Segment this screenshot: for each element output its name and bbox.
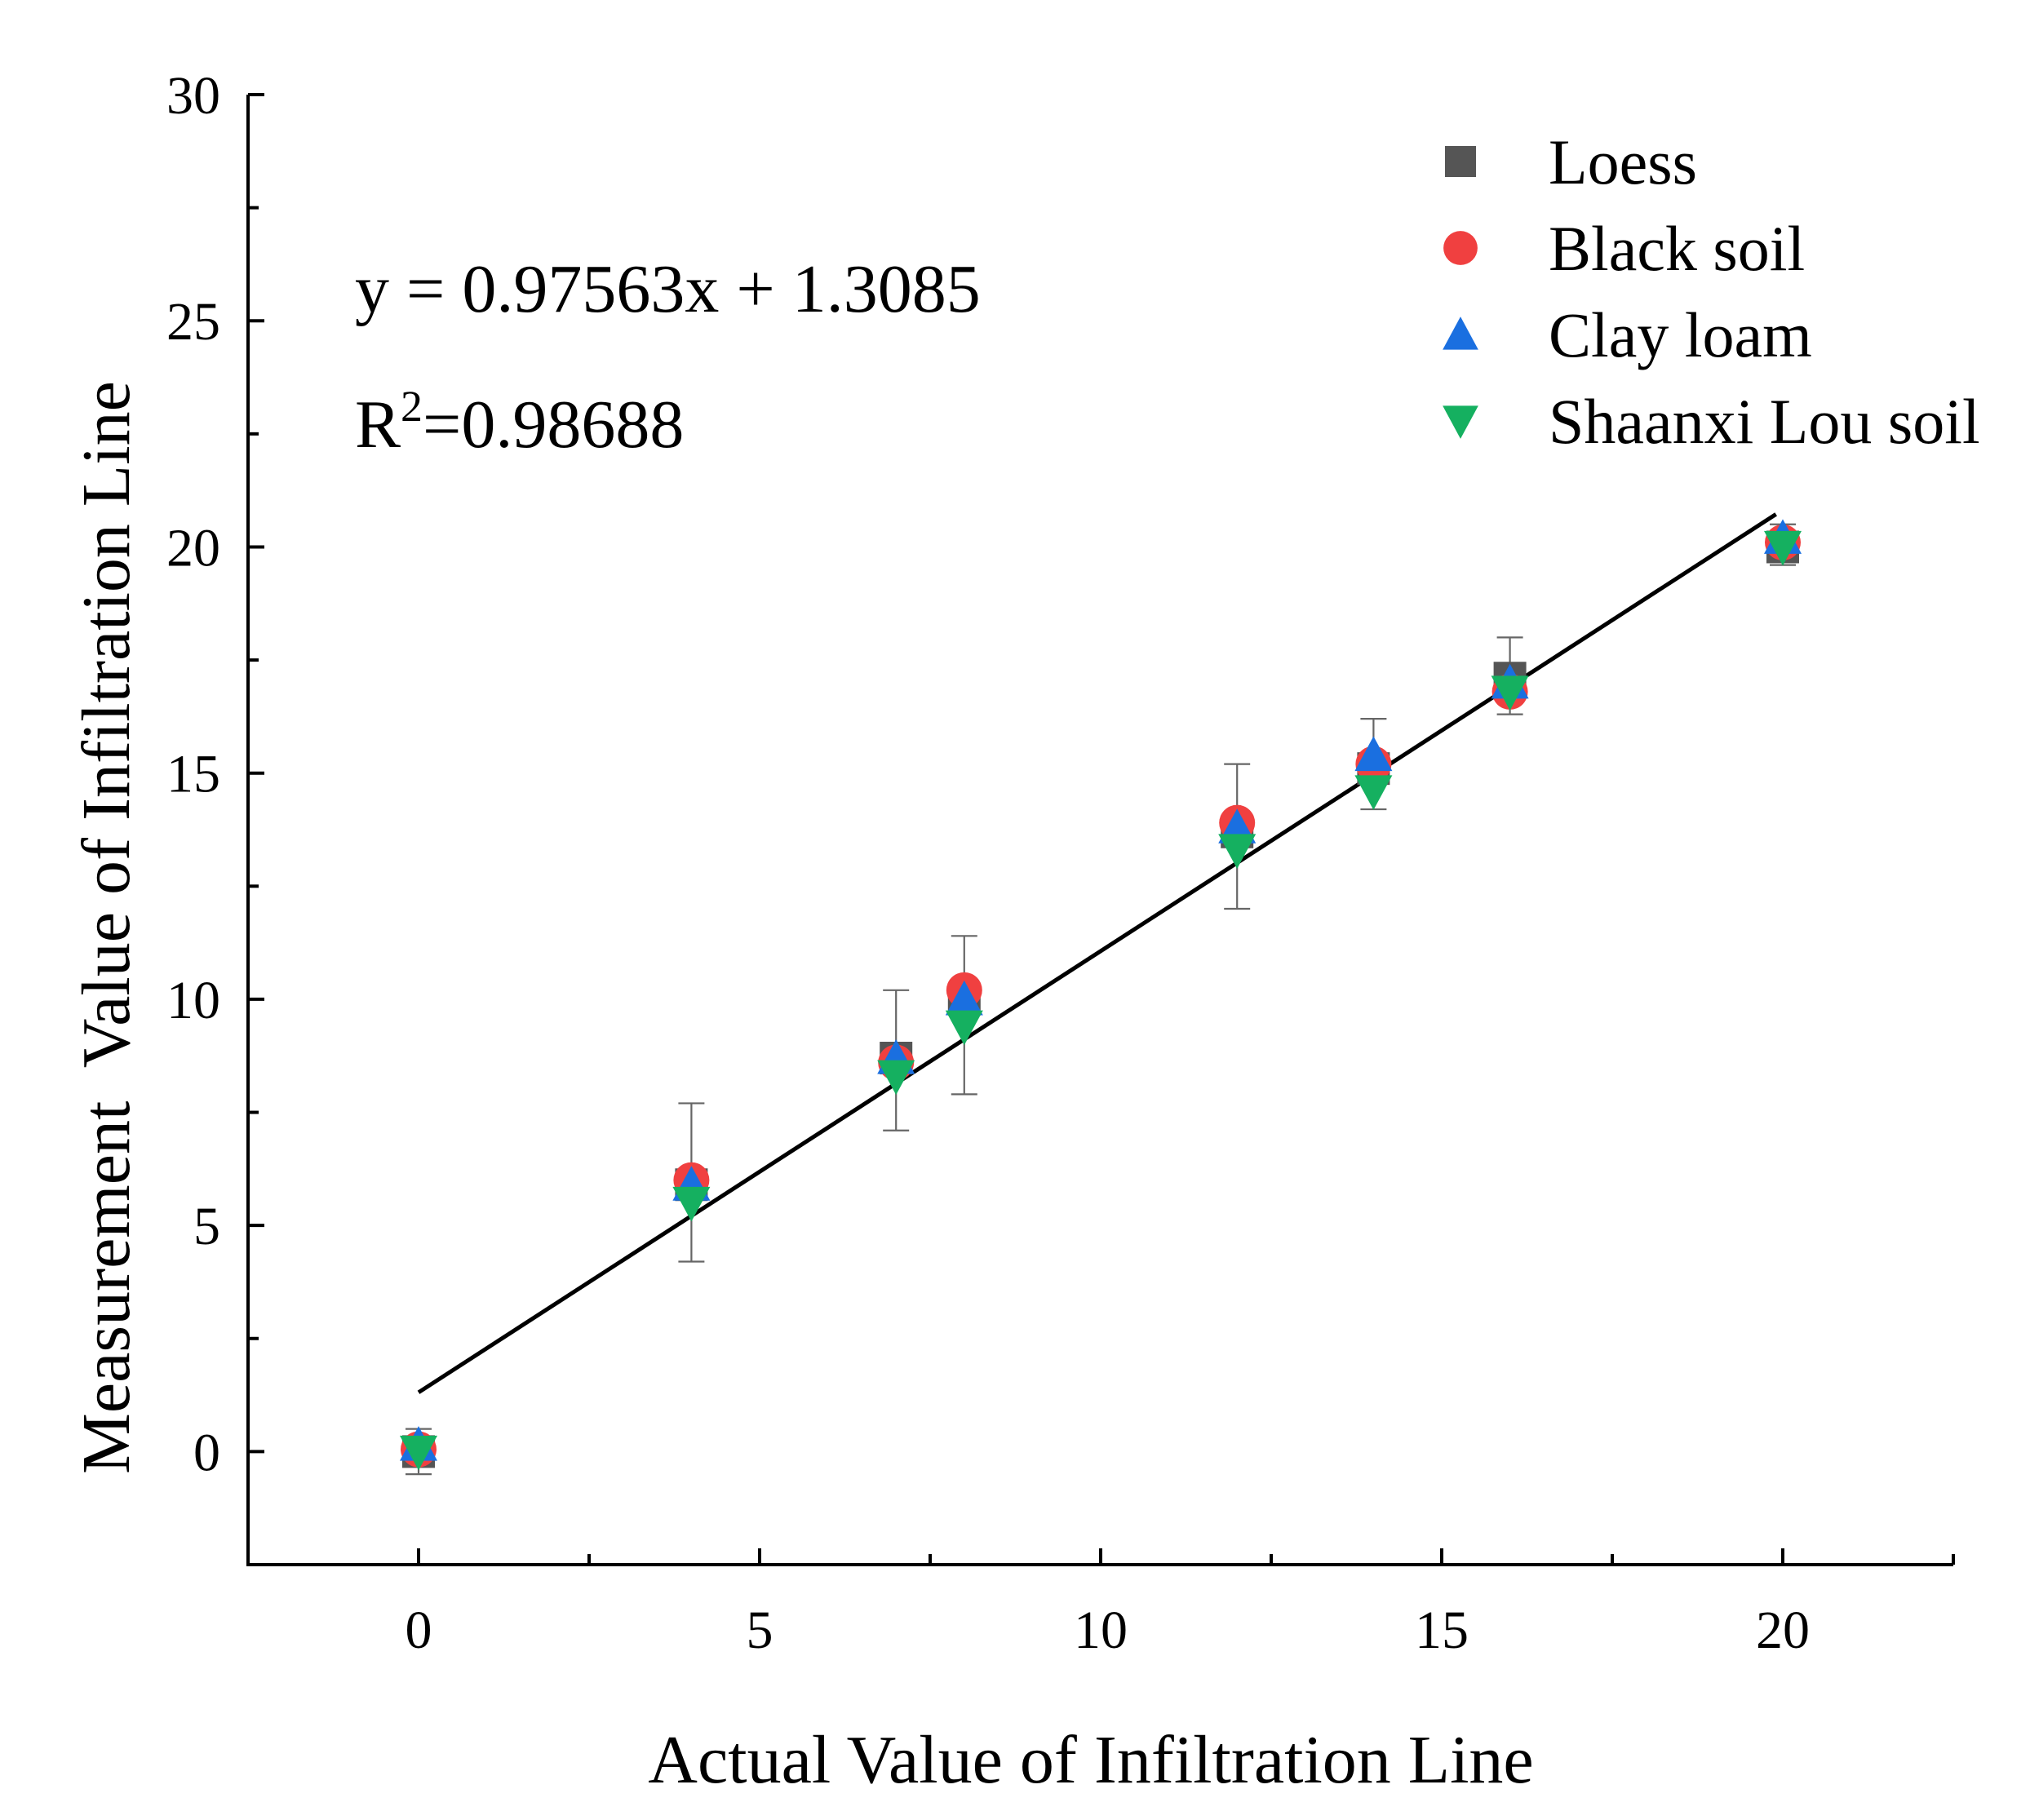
y-tick-label: 5 xyxy=(193,1197,220,1256)
data-point xyxy=(945,980,983,1016)
data-point xyxy=(877,1060,915,1096)
legend-marker xyxy=(1445,146,1476,177)
legend-label: Black soil xyxy=(1549,213,1805,284)
y-tick-label: 10 xyxy=(166,971,220,1030)
legend-label: Clay loam xyxy=(1549,299,1812,370)
y-tick-label: 20 xyxy=(166,518,220,578)
y-tick-label: 25 xyxy=(166,292,220,352)
data-point xyxy=(1354,775,1393,810)
r-squared-annotation: R2=0.98688 xyxy=(355,382,684,463)
legend: Loess Black soil Clay loam Shaanxi Lou soil xyxy=(1443,126,1980,457)
axes: 0 5 10 15 20 0 5 10 15 20 25 30 xyxy=(166,66,1955,1660)
legend-marker xyxy=(1443,231,1478,265)
error-bars xyxy=(406,523,1796,1476)
x-tick-label: 15 xyxy=(1415,1601,1469,1660)
data-point xyxy=(672,1186,711,1222)
data-point xyxy=(1354,736,1393,772)
legend-item: Clay loam xyxy=(1443,299,1812,370)
legend-label: Loess xyxy=(1549,126,1697,197)
x-tick-label: 5 xyxy=(747,1601,773,1660)
r-squared-prefix: R xyxy=(355,387,401,463)
data-points xyxy=(400,519,1802,1471)
series-black-soil xyxy=(401,524,1801,1468)
r-squared-superscript: 2 xyxy=(401,382,423,431)
legend-label: Shaanxi Lou soil xyxy=(1549,386,1980,457)
data-point xyxy=(400,1435,437,1471)
series-shaanxi-lou-soil xyxy=(400,530,1802,1471)
r-squared-value: =0.98688 xyxy=(423,387,684,463)
data-point xyxy=(945,1010,983,1046)
legend-marker xyxy=(1443,405,1478,439)
legend-marker xyxy=(1443,317,1478,350)
y-tick-label: 0 xyxy=(193,1423,220,1482)
equation-annotation: y = 0.97563x + 1.3085 xyxy=(355,251,981,327)
x-tick-label: 10 xyxy=(1074,1601,1128,1660)
legend-item: Loess xyxy=(1445,126,1697,197)
data-point xyxy=(1218,834,1257,869)
x-tick-label: 0 xyxy=(406,1601,432,1660)
legend-item: Shaanxi Lou soil xyxy=(1443,386,1980,457)
y-tick-label: 15 xyxy=(166,745,220,804)
x-tick-label: 20 xyxy=(1756,1601,1810,1660)
y-tick-label: 30 xyxy=(166,66,220,126)
regression-line xyxy=(417,512,1777,1394)
data-point xyxy=(1764,530,1802,566)
legend-item: Black soil xyxy=(1443,213,1805,284)
x-axis-title: Actual Value of Infiltration Line xyxy=(648,1722,1533,1798)
y-axis-title: Measurement Value of Infiltration Line xyxy=(69,381,144,1474)
series-loess xyxy=(402,530,1799,1468)
data-point xyxy=(1491,675,1529,711)
series-clay-loam xyxy=(400,519,1802,1461)
